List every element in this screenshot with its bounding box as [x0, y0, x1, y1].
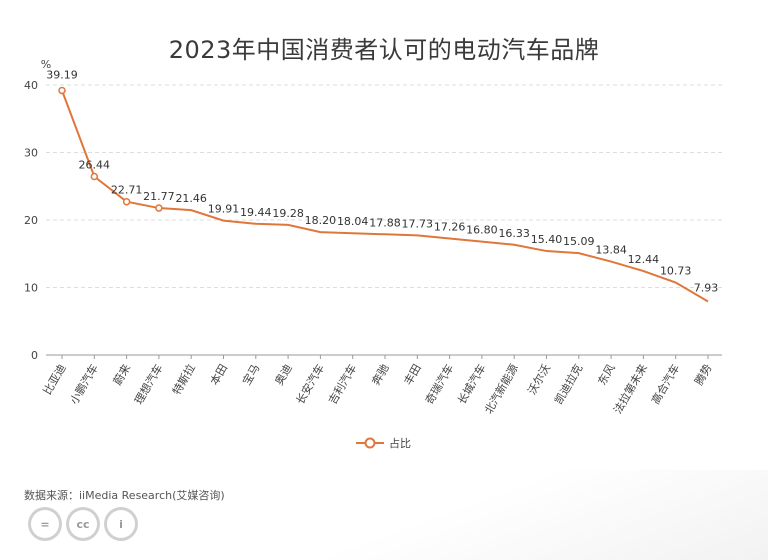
x-tick-label: 本田	[207, 362, 230, 388]
x-tick-label: 凯迪拉克	[551, 362, 585, 407]
x-tick-label: 东风	[595, 362, 617, 388]
y-tick-label: 10	[24, 282, 38, 295]
decorative-corner	[248, 470, 768, 560]
person-icon: i	[104, 507, 138, 541]
data-label: 18.04	[337, 215, 369, 228]
data-label: 19.91	[208, 203, 240, 216]
x-tick-label: 小鹏汽车	[67, 362, 101, 407]
x-tick-label: 长安汽车	[293, 362, 327, 407]
data-label: 15.40	[531, 233, 563, 246]
data-label: 19.28	[272, 207, 304, 220]
series-line	[61, 90, 709, 303]
x-tick-label: 宝马	[239, 362, 262, 388]
y-tick-label: 20	[24, 214, 38, 227]
x-tick-label: 特斯拉	[169, 362, 198, 398]
data-point	[122, 197, 131, 206]
data-label: 17.26	[434, 220, 466, 233]
data-label: 16.33	[498, 227, 530, 240]
y-axis-unit: %	[41, 58, 51, 71]
data-point	[90, 172, 99, 181]
chart-title: 2023年中国消费者认可的电动汽车品牌	[168, 36, 600, 64]
cc-icon: cc	[66, 507, 100, 541]
x-tick-label: 沃尔沃	[525, 362, 553, 397]
y-tick-label: 0	[31, 349, 38, 362]
equals-icon: =	[28, 507, 62, 541]
x-tick-label: 吉利汽车	[325, 362, 359, 407]
data-label: 17.73	[402, 217, 434, 230]
x-tick-label: 奥迪	[272, 362, 295, 388]
source-note: 数据来源：iiMedia Research(艾媒咨询)	[24, 489, 225, 502]
line-chart: 0 10 20 30 40% 比亚迪 小鹏汽车 蔚来 理想汽车 特斯拉 本田 宝马 奥迪 长安汽车 吉利汽车…	[24, 58, 722, 450]
data-label: 19.44	[240, 206, 272, 219]
data-label: 39.19	[46, 68, 78, 81]
y-tick-label: 40	[24, 79, 38, 92]
legend-marker	[364, 437, 376, 449]
x-tick-label: 腾势	[691, 362, 714, 388]
legend-label: 占比	[389, 436, 411, 450]
data-label: 18.20	[305, 214, 337, 227]
data-point	[58, 86, 66, 95]
data-label: 21.46	[175, 192, 207, 205]
x-tick-label: 奔驰	[368, 362, 391, 388]
x-tick-label: 奇瑞汽车	[422, 362, 456, 407]
data-point	[155, 204, 163, 212]
data-label: 15.09	[563, 235, 595, 248]
x-tick-label: 丰田	[402, 362, 424, 388]
x-tick-label: 蔚来	[111, 362, 133, 388]
license-badges: = cc i	[28, 507, 138, 541]
data-label: 17.88	[369, 216, 401, 229]
x-tick-label: 比亚迪	[41, 362, 69, 397]
data-label: 7.93	[694, 281, 719, 294]
x-tick-label: 长城汽车	[454, 362, 488, 407]
data-label: 22.71	[111, 184, 143, 197]
data-label: 16.80	[466, 224, 498, 237]
data-label: 12.44	[628, 253, 660, 266]
data-label: 13.84	[595, 244, 627, 257]
data-label: 26.44	[79, 159, 111, 172]
data-label: 10.73	[660, 265, 692, 278]
data-label: 21.77	[143, 190, 175, 203]
y-tick-label: 30	[24, 147, 38, 160]
x-tick-label: 高合汽车	[648, 362, 682, 407]
x-tick-label: 理想汽车	[131, 362, 165, 407]
